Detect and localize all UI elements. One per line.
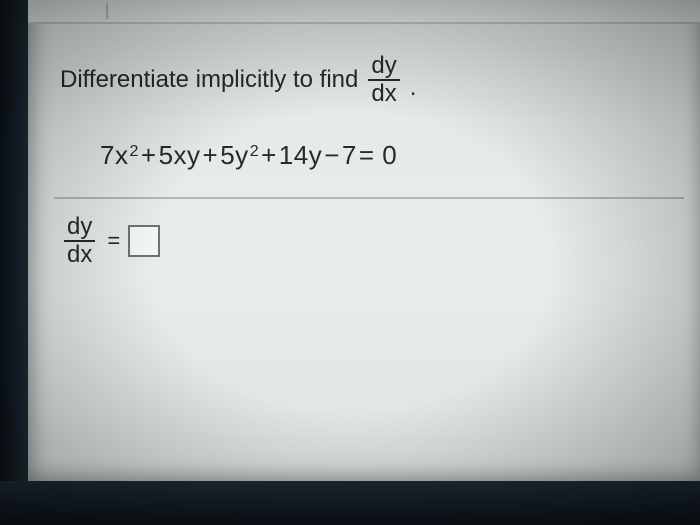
fraction-denominator: dx	[368, 79, 399, 106]
question-content: Differentiate implicitly to find dy dx .…	[60, 54, 678, 267]
prompt-period: .	[410, 74, 417, 102]
equation-term-2: 5xy	[159, 140, 201, 171]
fraction-dy-dx: dy dx	[368, 54, 399, 106]
equation-term-1-coef: 7x	[100, 140, 128, 171]
equation-term-4: 14y	[279, 140, 322, 171]
equation-term-1: 7x2	[100, 140, 139, 171]
equation-equals-zero: = 0	[359, 140, 397, 171]
answer-equals: =	[107, 228, 120, 254]
fraction-numerator: dy	[368, 54, 399, 79]
equation-term-3-coef: 5y	[220, 140, 248, 171]
answer-line: dy dx =	[60, 215, 678, 267]
equation-op-plus-2: +	[203, 140, 219, 171]
answer-input-box[interactable]	[128, 225, 160, 257]
answer-fraction-numerator: dy	[64, 215, 95, 240]
bezel-bottom	[0, 481, 700, 525]
answer-fraction-denominator: dx	[64, 240, 95, 267]
bezel-left	[0, 0, 28, 525]
equation-term-5: 7	[342, 140, 357, 171]
equation-term-3: 5y2	[220, 140, 259, 171]
prompt-line: Differentiate implicitly to find dy dx .	[60, 54, 678, 106]
equation-term-1-exp: 2	[129, 143, 138, 161]
question-panel: Differentiate implicitly to find dy dx .…	[28, 0, 700, 481]
answer-fraction-dy-dx: dy dx	[64, 215, 95, 267]
equation-term-3-exp: 2	[250, 143, 259, 161]
equation-op-plus-3: +	[261, 140, 277, 171]
prompt-text: Differentiate implicitly to find	[60, 66, 358, 94]
equation-op-minus: −	[324, 140, 340, 171]
panel-top-rule	[28, 0, 700, 24]
equation: 7x2 + 5xy + 5y2 + 14y − 7 = 0	[100, 140, 678, 171]
section-divider	[54, 197, 684, 199]
equation-op-plus-1: +	[141, 140, 157, 171]
